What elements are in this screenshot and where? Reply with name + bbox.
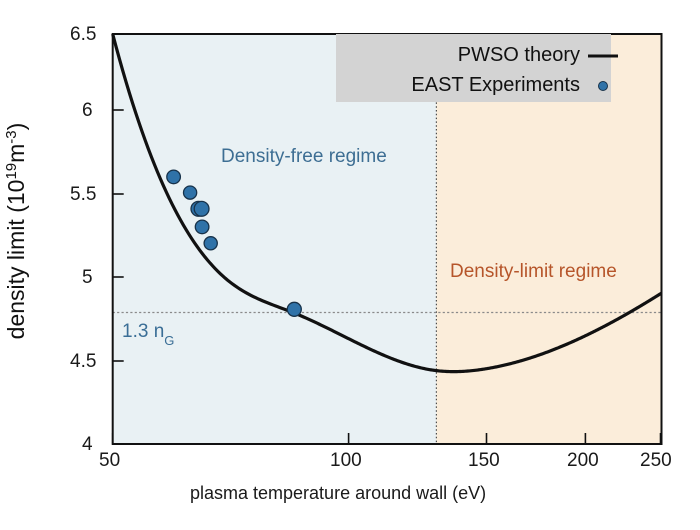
svg-text:EAST Experiments: EAST Experiments: [411, 74, 580, 96]
svg-text:Density-free regime: Density-free regime: [221, 146, 387, 167]
svg-text:Density-limit regime: Density-limit regime: [450, 261, 617, 282]
svg-text:PWSO theory: PWSO theory: [458, 44, 580, 66]
svg-text:density limit (1019m-3): density limit (1019m-3): [3, 123, 30, 340]
